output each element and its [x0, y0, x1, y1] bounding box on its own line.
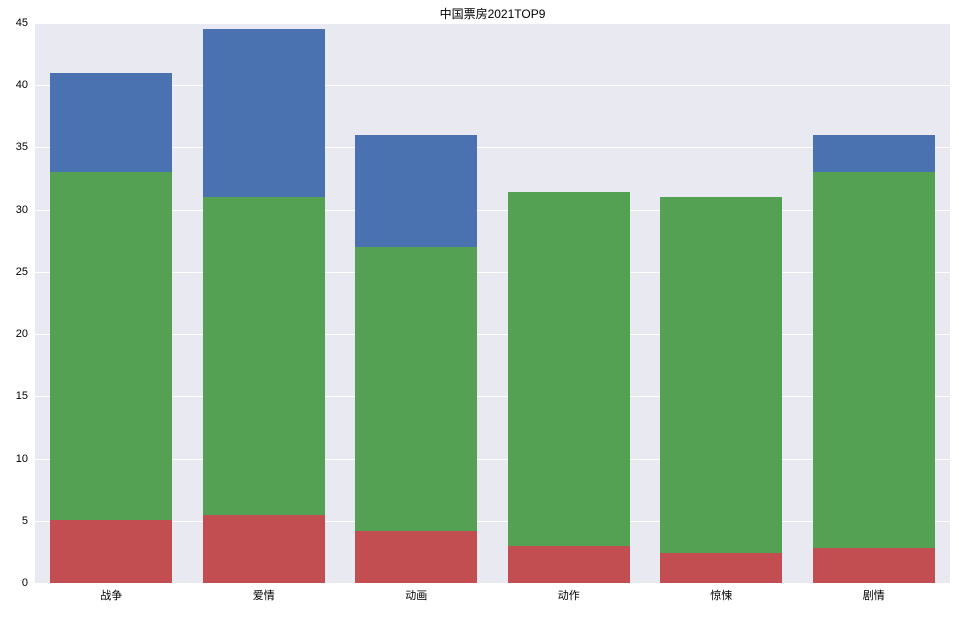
bar-segment: [508, 546, 630, 583]
y-tick-label: 25: [0, 266, 28, 278]
y-tick-label: 0: [0, 577, 28, 589]
bar-segment: [203, 29, 325, 197]
bar-group: [813, 23, 935, 583]
y-tick-label: 40: [0, 79, 28, 91]
y-tick-label: 45: [0, 17, 28, 29]
y-tick-label: 35: [0, 141, 28, 153]
bar-group: [50, 23, 172, 583]
chart-container: 中国票房2021TOP9 051015202530354045战争爱情动画动作惊…: [35, 5, 950, 600]
bar-segment: [203, 515, 325, 583]
bar-segment: [813, 548, 935, 583]
bar-segment: [813, 172, 935, 548]
bar-group: [355, 23, 477, 583]
bar-segment: [355, 135, 477, 247]
bar-segment: [660, 197, 782, 553]
bar-segment: [508, 192, 630, 545]
x-tick-label: 战争: [100, 587, 122, 603]
bar-segment: [50, 172, 172, 519]
bar-segment: [203, 197, 325, 514]
bar-segment: [50, 73, 172, 173]
gridline: [35, 583, 950, 584]
y-tick-label: 15: [0, 390, 28, 402]
y-tick-label: 10: [0, 453, 28, 465]
chart-title: 中国票房2021TOP9: [35, 5, 950, 22]
bar-group: [203, 23, 325, 583]
x-tick-label: 动画: [405, 587, 427, 603]
x-tick-label: 剧情: [863, 587, 885, 603]
y-tick-label: 5: [0, 515, 28, 527]
x-tick-label: 惊悚: [710, 587, 732, 603]
plot-area: [35, 23, 950, 583]
x-tick-label: 爱情: [253, 587, 275, 603]
y-tick-label: 20: [0, 328, 28, 340]
bar-segment: [813, 135, 935, 172]
x-tick-label: 动作: [558, 587, 580, 603]
y-tick-label: 30: [0, 204, 28, 216]
bar-group: [508, 23, 630, 583]
bar-segment: [50, 520, 172, 583]
bar-segment: [355, 247, 477, 531]
bar-segment: [660, 553, 782, 583]
bar-segment: [355, 531, 477, 583]
bar-group: [660, 23, 782, 583]
